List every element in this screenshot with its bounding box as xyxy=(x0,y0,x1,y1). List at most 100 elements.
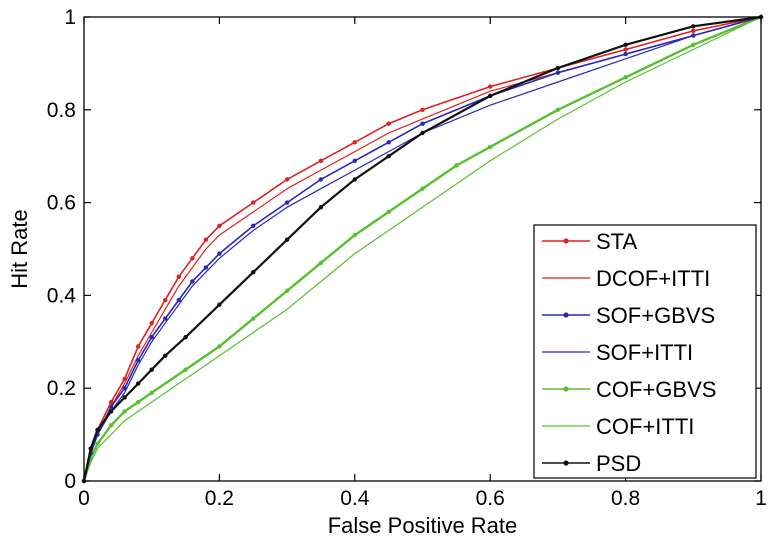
data-point-sof-gbvs xyxy=(135,358,141,363)
data-point-psd xyxy=(488,93,493,99)
data-point-cof-gbvs xyxy=(691,42,696,48)
data-point-cof-gbvs xyxy=(135,399,141,405)
series-line-dcof-itti xyxy=(83,16,762,482)
data-point-sta xyxy=(488,84,493,89)
data-point-cof-gbvs xyxy=(555,107,561,113)
data-point-sta xyxy=(217,223,222,228)
data-point-sof-gbvs xyxy=(623,51,628,57)
data-point-psd xyxy=(135,381,141,386)
data-point-psd xyxy=(108,409,114,414)
legend-label: COF+ITTI xyxy=(596,414,694,439)
legend-item-psd: PSD xyxy=(542,451,641,476)
series-sof-itti xyxy=(83,16,762,482)
data-point-sof-gbvs xyxy=(217,251,222,256)
series-line-sof-itti xyxy=(83,16,762,482)
data-point-sof-gbvs xyxy=(176,297,181,303)
y-tick-label: 0.6 xyxy=(47,192,76,215)
data-point-sof-gbvs xyxy=(420,121,425,126)
legend-marker xyxy=(563,460,569,466)
legend-item-sof-itti: SOF+ITTI xyxy=(542,340,693,365)
data-point-cof-gbvs xyxy=(284,288,290,293)
legend-item-dcof-itti: DCOF+ITTI xyxy=(542,266,710,291)
data-point-sta xyxy=(284,177,290,182)
legend-label: SOF+GBVS xyxy=(596,303,715,328)
data-point-sof-gbvs xyxy=(122,386,127,391)
x-tick-label: 0 xyxy=(78,487,90,510)
legend-label: COF+GBVS xyxy=(596,377,716,402)
legend-marker xyxy=(563,386,569,392)
data-point-sof-gbvs xyxy=(203,265,209,270)
x-tick-label: 0.8 xyxy=(611,487,640,510)
data-point-cof-gbvs xyxy=(217,344,222,349)
axes-box xyxy=(83,16,762,482)
data-point-psd xyxy=(284,237,290,242)
data-point-sta xyxy=(149,321,154,326)
data-point-sta xyxy=(108,399,114,405)
y-tick-label: 0.8 xyxy=(47,99,76,122)
y-tick-label: 0.4 xyxy=(47,284,77,307)
data-point-psd xyxy=(420,130,425,136)
data-point-sta xyxy=(386,121,391,126)
data-point-sta xyxy=(135,344,141,349)
data-point-sof-gbvs xyxy=(163,316,168,321)
data-point-sta xyxy=(318,158,324,164)
data-point-psd xyxy=(88,446,93,451)
x-tick-label: 0.6 xyxy=(476,487,505,510)
data-point-cof-gbvs xyxy=(122,409,127,414)
legend-item-sof-gbvs: SOF+GBVS xyxy=(542,303,715,328)
data-point-cof-gbvs xyxy=(623,75,628,80)
series-dcof-itti xyxy=(83,16,762,482)
series-cof-gbvs xyxy=(81,14,764,484)
data-point-sta xyxy=(420,107,425,113)
data-point-psd xyxy=(183,334,188,340)
data-point-cof-gbvs xyxy=(420,186,425,191)
legend-item-cof-itti: COF+ITTI xyxy=(542,414,694,439)
data-point-cof-gbvs xyxy=(95,441,100,447)
data-point-cof-gbvs xyxy=(454,163,459,168)
data-point-psd xyxy=(217,302,222,307)
data-point-sta xyxy=(176,274,181,280)
x-tick-label: 0.4 xyxy=(340,487,370,510)
data-point-cof-gbvs xyxy=(386,209,391,215)
legend-label: DCOF+ITTI xyxy=(596,266,710,291)
legend-item-sta: STA xyxy=(542,229,637,254)
legend-label: PSD xyxy=(596,451,641,476)
data-point-sta xyxy=(352,140,357,145)
data-point-cof-gbvs xyxy=(251,316,256,321)
legend-label: SOF+ITTI xyxy=(596,340,693,365)
data-point-psd xyxy=(352,177,357,182)
data-point-cof-gbvs xyxy=(318,260,324,266)
series-cof-itti xyxy=(83,16,762,482)
data-point-sta xyxy=(623,47,628,52)
data-point-cof-gbvs xyxy=(352,232,357,238)
data-point-psd xyxy=(623,42,628,48)
data-point-cof-gbvs xyxy=(488,144,493,150)
legend-marker xyxy=(563,312,569,318)
data-point-psd xyxy=(691,24,696,29)
data-point-sof-gbvs xyxy=(318,177,324,182)
data-point-sof-gbvs xyxy=(284,200,290,205)
y-tick-label: 1 xyxy=(64,6,76,29)
data-point-psd xyxy=(318,205,324,210)
data-point-sta xyxy=(122,376,127,382)
legend-marker xyxy=(563,238,569,244)
data-point-sof-gbvs xyxy=(251,223,256,228)
series-line-cof-itti xyxy=(83,16,762,482)
data-point-cof-gbvs xyxy=(108,423,114,428)
data-point-sta xyxy=(203,237,209,242)
data-point-cof-gbvs xyxy=(183,367,188,372)
y-axis-label: Hit Rate xyxy=(7,209,32,288)
data-point-psd xyxy=(149,367,154,372)
data-point-sta xyxy=(190,256,195,261)
x-tick-label: 1 xyxy=(755,487,767,510)
data-point-psd xyxy=(122,395,127,400)
data-point-sof-gbvs xyxy=(352,158,357,164)
x-axis-label: False Positive Rate xyxy=(328,513,518,538)
data-point-psd xyxy=(163,353,168,358)
data-point-sof-gbvs xyxy=(691,33,696,38)
legend-item-cof-gbvs: COF+GBVS xyxy=(542,377,716,402)
data-point-sof-gbvs xyxy=(386,140,391,145)
data-point-psd xyxy=(251,270,256,275)
series-psd xyxy=(81,14,764,484)
